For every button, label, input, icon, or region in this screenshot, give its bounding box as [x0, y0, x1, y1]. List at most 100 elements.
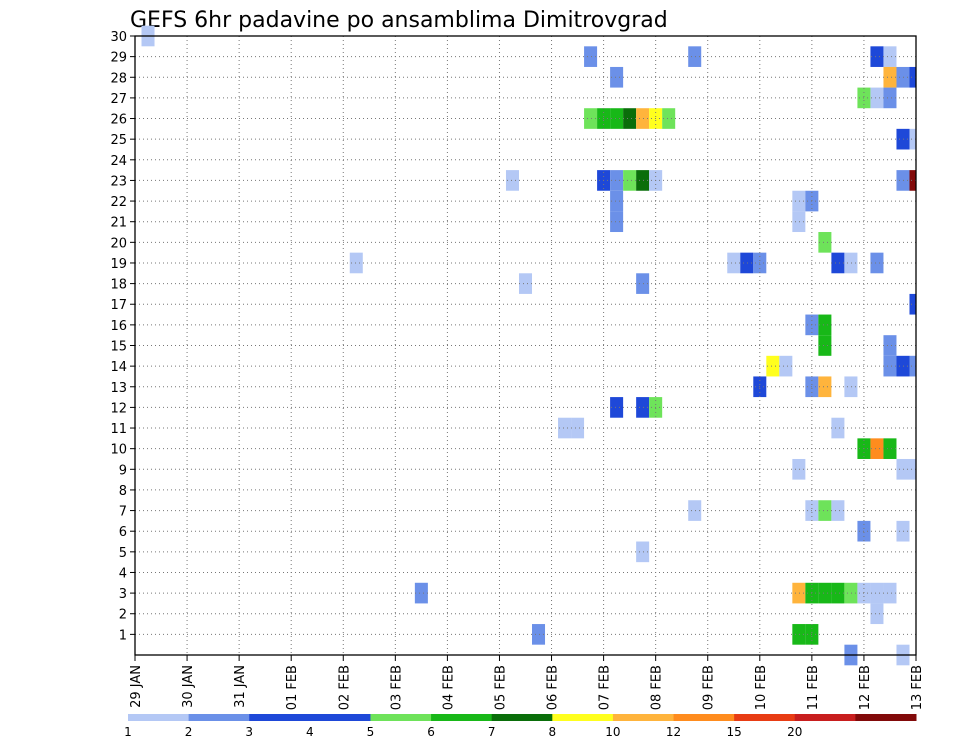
legend-swatch [612, 714, 675, 721]
heatmap-cell [740, 252, 754, 274]
legend-label: 7 [488, 725, 496, 739]
heatmap-cell [896, 128, 910, 150]
heatmap-cell [870, 87, 884, 109]
y-tick-label: 19 [110, 257, 127, 272]
heatmap-cell [636, 397, 650, 418]
y-axis: 1234567891011121314151617181920212223242… [110, 30, 135, 643]
legend-label: 10 [605, 725, 620, 739]
legend-swatch [855, 714, 917, 721]
heatmap-cell [818, 582, 832, 604]
heatmap-cell [349, 252, 363, 274]
heatmap-cell [610, 397, 624, 418]
heatmap-cell [909, 170, 916, 191]
x-tick-label: 12 FEB [858, 665, 873, 710]
heatmap-cell [636, 108, 650, 129]
y-tick-label: 26 [110, 113, 127, 128]
y-tick-label: 22 [110, 195, 127, 210]
heatmap-cell [831, 417, 845, 439]
heatmap-cell [505, 170, 519, 191]
y-tick-label: 18 [110, 278, 127, 293]
heatmap-cell [818, 335, 832, 356]
legend-swatch [794, 714, 856, 721]
heatmap-cell [909, 66, 916, 88]
legend-label: 12 [666, 725, 681, 739]
heatmap-cell [792, 458, 806, 480]
y-tick-label: 5 [119, 546, 127, 561]
heatmap-cell [688, 500, 702, 521]
y-tick-label: 30 [110, 30, 127, 45]
heatmap-cell [610, 190, 624, 212]
x-tick-label: 09 FEB [702, 665, 717, 710]
heatmap-cell [870, 603, 884, 625]
heatmap-cell [831, 252, 845, 274]
heatmap-cell [870, 438, 884, 459]
heatmap-cell [896, 66, 910, 88]
y-tick-label: 3 [119, 587, 127, 602]
legend-swatch [431, 714, 493, 721]
legend-label: 8 [548, 725, 556, 739]
heatmap-cell [818, 376, 832, 398]
heatmap-cell [844, 376, 858, 398]
legend-label: 15 [727, 725, 742, 739]
legend-label: 4 [306, 725, 314, 739]
heatmap-cell [792, 190, 806, 212]
legend-swatch [552, 714, 614, 721]
y-tick-label: 8 [119, 484, 127, 499]
y-tick-label: 16 [110, 319, 127, 334]
heatmap-cell [584, 46, 598, 67]
heatmap-cell [909, 293, 916, 315]
x-tick-label: 02 FEB [337, 665, 352, 710]
heatmap-cell [792, 211, 806, 233]
y-tick-label: 29 [110, 51, 127, 66]
y-tick-label: 9 [119, 463, 127, 478]
heatmap-cell [623, 170, 637, 191]
x-tick-label: 08 FEB [650, 665, 665, 710]
x-tick-label: 29 JAN [129, 665, 144, 708]
heatmap-cell [818, 232, 832, 253]
legend-swatch [249, 714, 311, 721]
heatmap-cell [896, 458, 910, 480]
y-tick-label: 1 [119, 628, 127, 643]
legend-swatch [734, 714, 796, 721]
legend-swatch [128, 714, 190, 721]
y-tick-label: 4 [119, 566, 127, 581]
legend-swatch [673, 714, 735, 721]
color-legend: 1 2 3 4 5 6 7 8 10 12 15 20 [124, 714, 917, 739]
heatmap-cell [870, 46, 884, 67]
chart-title: GEFS 6hr padavine po ansamblima Dimitrov… [130, 8, 668, 33]
legend-label: 1 [124, 725, 132, 739]
heatmap-cell [870, 252, 884, 274]
x-tick-label: 05 FEB [493, 665, 508, 710]
legend-swatch [309, 714, 371, 721]
heatmap-cell [558, 417, 572, 439]
y-tick-label: 17 [110, 298, 127, 313]
heatmap-cell [909, 128, 916, 150]
legend-label: 5 [367, 725, 375, 739]
y-tick-label: 28 [110, 71, 127, 86]
x-tick-label: 01 FEB [285, 665, 300, 710]
heatmap-cell [688, 46, 702, 67]
y-tick-label: 15 [110, 340, 127, 355]
heatmap-cell [831, 582, 845, 604]
legend-label: 6 [427, 725, 435, 739]
heatmap-cell [896, 170, 910, 191]
y-tick-label: 21 [110, 216, 127, 231]
x-tick-label: 04 FEB [441, 665, 456, 710]
plot-frame [134, 35, 917, 656]
x-tick-label: 11 FEB [806, 665, 821, 710]
x-tick-label: 06 FEB [546, 665, 561, 710]
legend-swatch [491, 714, 553, 721]
heatmap-cell [532, 624, 546, 645]
heatmap-cell [610, 66, 624, 88]
y-tick-label: 24 [110, 154, 127, 169]
heatmap-cell [792, 582, 806, 604]
heatmap-cell [766, 355, 780, 377]
heatmap-cell [636, 273, 650, 294]
y-tick-label: 10 [110, 443, 127, 458]
heatmap-cell [818, 500, 832, 521]
y-tick-label: 14 [110, 360, 127, 375]
y-tick-label: 23 [110, 174, 127, 189]
legend-swatch [370, 714, 432, 721]
heatmap-cell [883, 355, 897, 377]
